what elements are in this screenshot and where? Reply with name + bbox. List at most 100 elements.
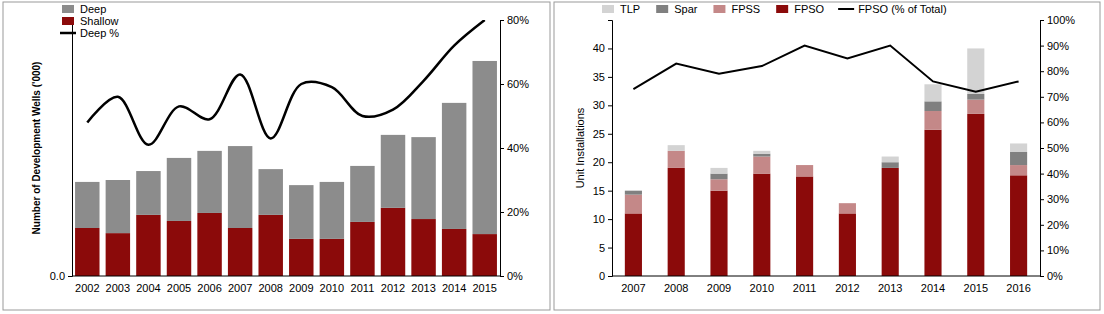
bar <box>228 146 252 228</box>
legend-item: FPSO (% of Total) <box>838 3 946 15</box>
legend-swatch <box>713 5 725 13</box>
bar <box>1010 143 1027 152</box>
bar <box>258 215 282 276</box>
tick: 2007 <box>621 276 645 294</box>
y-axis: 0510152025303540 <box>593 21 613 283</box>
legend-swatch <box>656 5 668 13</box>
tick-label: 80% <box>1047 65 1069 77</box>
bar <box>75 228 99 276</box>
bar <box>258 169 282 215</box>
axis-title: Unit Installations <box>574 107 586 188</box>
tick-label: 2007 <box>621 282 645 294</box>
tick: 2002 <box>75 276 99 294</box>
tick: 10 <box>593 213 612 225</box>
plot-area <box>75 20 497 276</box>
axis-line <box>68 21 73 277</box>
tick-label: 2008 <box>258 282 282 294</box>
bar <box>753 157 770 174</box>
line <box>633 46 1018 92</box>
tick-label: 20% <box>1047 219 1069 231</box>
bar <box>1010 152 1027 165</box>
tick-label: 80% <box>507 14 529 26</box>
tick: 2015 <box>472 276 496 294</box>
tick-label: 2014 <box>921 282 945 294</box>
tick-mark <box>500 148 504 149</box>
tick-label: 2012 <box>835 282 859 294</box>
tick: 2014 <box>442 276 466 294</box>
legend-swatch <box>60 32 76 35</box>
tick-label: 0 <box>599 270 605 282</box>
tick: 80% <box>500 14 529 26</box>
bar <box>1010 165 1027 175</box>
legend-label: FPSO (% of Total) <box>858 3 946 15</box>
tick-label: 2012 <box>381 282 405 294</box>
axis-line <box>608 21 613 277</box>
bar <box>472 234 496 276</box>
tick-label: 15 <box>593 185 605 197</box>
y2-axis: 0%20%40%60%80% <box>500 14 529 282</box>
legend-label: FPSO <box>794 3 824 15</box>
tick: 0% <box>1040 270 1063 282</box>
bar <box>197 151 221 213</box>
tick-label: 70% <box>1047 91 1069 103</box>
axis-line <box>1041 21 1045 277</box>
bar <box>796 165 813 176</box>
chart: 05101520253035400%10%20%30%40%50%60%70%8… <box>554 2 1100 310</box>
bar <box>967 94 984 100</box>
tick-mark <box>500 276 504 277</box>
tick-mark <box>608 48 612 49</box>
bar <box>350 166 374 222</box>
tick: 2005 <box>167 276 191 294</box>
legend-item: TLP <box>602 3 640 15</box>
tick: 60% <box>1040 116 1069 128</box>
tick: 2011 <box>351 276 375 294</box>
tick: 0.0 <box>50 270 72 282</box>
bar <box>472 61 496 234</box>
tick: 25 <box>593 128 612 140</box>
tick-label: 90% <box>1047 40 1069 52</box>
tick: 50% <box>1040 142 1069 154</box>
legend-swatch <box>62 5 74 13</box>
tick-label: 2013 <box>411 282 435 294</box>
bar <box>710 174 727 180</box>
tick-label: 20 <box>593 156 605 168</box>
tick-mark <box>1040 225 1044 226</box>
tick-mark <box>1040 276 1044 277</box>
tick: 0% <box>500 270 523 282</box>
axis-line <box>612 276 1040 277</box>
tick-label: 60% <box>507 78 529 90</box>
bar <box>796 165 813 166</box>
bar <box>167 221 191 276</box>
tick-mark <box>608 77 612 78</box>
tick: 2007 <box>228 276 252 294</box>
tick-mark <box>500 212 504 213</box>
tick-mark <box>608 276 612 277</box>
axis-title: Number of Development Wells ('000) <box>31 62 42 235</box>
tick-label: 40 <box>593 42 605 54</box>
bar <box>796 165 813 166</box>
tick-label: 60% <box>1047 116 1069 128</box>
line <box>87 20 484 145</box>
tick-mark <box>1040 174 1044 175</box>
bar <box>710 179 727 190</box>
bar <box>882 168 899 276</box>
tick: 40 <box>593 42 612 54</box>
tick-label: 2005 <box>167 282 191 294</box>
legend-label: FPSS <box>731 3 760 15</box>
bar <box>197 213 221 276</box>
bar <box>753 151 770 154</box>
tick-label: 10 <box>593 213 605 225</box>
tick: 70% <box>1040 91 1069 103</box>
tick: 2012 <box>835 276 859 294</box>
legend-label: Spar <box>674 3 698 15</box>
bar <box>350 222 374 276</box>
bar <box>668 168 685 276</box>
tick-mark <box>1040 97 1044 98</box>
y2-axis: 0%10%20%30%40%50%60%70%80%90%100% <box>1040 14 1075 282</box>
tick-label: 0% <box>1047 270 1063 282</box>
bar <box>625 191 642 195</box>
y-axis: 0.0 <box>50 21 73 283</box>
tick-label: 25 <box>593 128 605 140</box>
legend-item: FPSO <box>776 3 824 15</box>
bar <box>839 213 856 276</box>
